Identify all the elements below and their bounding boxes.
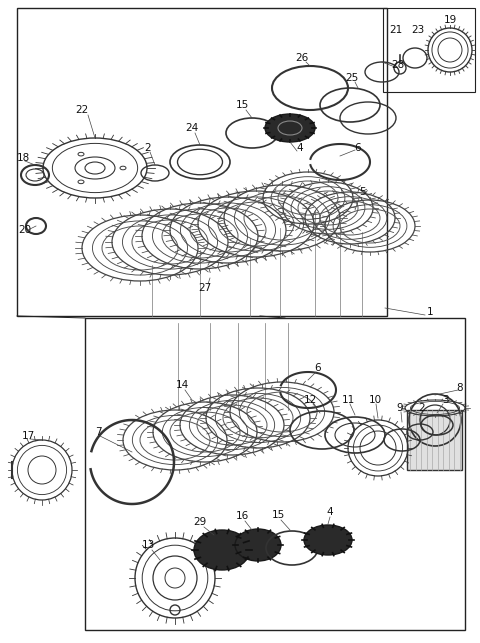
Ellipse shape — [235, 529, 281, 561]
Text: 19: 19 — [444, 15, 456, 25]
Text: 6: 6 — [355, 143, 361, 153]
Text: 21: 21 — [389, 25, 403, 35]
Text: 4: 4 — [327, 507, 333, 517]
Text: 7: 7 — [95, 427, 101, 437]
Text: 2: 2 — [419, 403, 425, 413]
Text: 3: 3 — [442, 395, 448, 405]
Text: 25: 25 — [346, 73, 359, 83]
Text: 26: 26 — [295, 53, 309, 63]
Text: 28: 28 — [391, 60, 405, 70]
Text: 23: 23 — [411, 25, 425, 35]
Text: 1: 1 — [427, 307, 433, 317]
Text: 13: 13 — [142, 540, 155, 550]
Bar — [407, 410, 462, 470]
Text: 11: 11 — [341, 395, 355, 405]
Text: 17: 17 — [22, 431, 35, 441]
Text: 8: 8 — [456, 383, 463, 393]
Text: 10: 10 — [369, 395, 382, 405]
Text: 27: 27 — [198, 283, 212, 293]
Text: 16: 16 — [235, 511, 249, 521]
Ellipse shape — [304, 525, 352, 555]
Ellipse shape — [265, 114, 315, 142]
Text: 15: 15 — [271, 510, 285, 520]
Bar — [85, 318, 465, 630]
Text: 20: 20 — [18, 225, 32, 235]
Ellipse shape — [194, 530, 250, 570]
Bar — [17, 8, 387, 316]
Text: 9: 9 — [396, 403, 403, 413]
Bar — [383, 8, 475, 92]
Text: 24: 24 — [185, 123, 199, 133]
Text: 6: 6 — [315, 363, 321, 373]
Text: 18: 18 — [16, 153, 30, 163]
Text: 12: 12 — [303, 395, 317, 405]
Text: 15: 15 — [235, 100, 249, 110]
Text: 22: 22 — [75, 105, 89, 115]
Text: 5: 5 — [359, 187, 365, 197]
Text: 2: 2 — [144, 143, 151, 153]
Text: 14: 14 — [175, 380, 189, 390]
Text: 29: 29 — [193, 517, 206, 527]
Text: 4: 4 — [297, 143, 303, 153]
